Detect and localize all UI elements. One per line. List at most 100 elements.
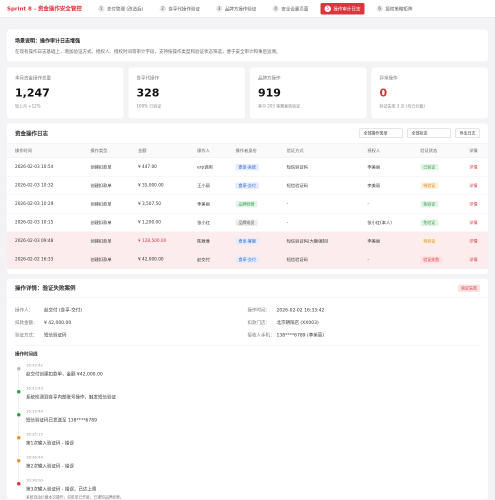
timeline-dot [17, 367, 21, 371]
event-time: 16:36:44 [26, 455, 43, 460]
cell-text: 张小红 [197, 220, 210, 226]
field-label: 操作人： [15, 308, 34, 313]
detail-field: 扣款门店： 北京朝阳店 (XX003) [248, 319, 481, 326]
detail-link[interactable]: 详情 [469, 220, 478, 226]
cell: 张小红(本人) [359, 213, 413, 232]
cell: 短信验证码(大额强制) [278, 231, 360, 251]
tab-label: 安全设置页面 [281, 6, 309, 12]
cell-text: - [286, 201, 289, 207]
nav-tab[interactable]: 4 安全设置页面 [268, 3, 312, 15]
cell: 李美丽 [359, 231, 413, 251]
column-header: 授权人 [359, 143, 413, 158]
detail-link[interactable]: 详情 [469, 183, 478, 189]
timeline-dot [17, 482, 21, 486]
event-time: 16:33:44 [26, 409, 43, 414]
field-label: 扣款金额： [15, 320, 38, 326]
cell-text: 2026-02-03 10:15 [15, 220, 54, 225]
cell: 详情 [461, 194, 488, 214]
cell: ¥ 1,200.00 [129, 213, 190, 232]
cell: 详情 [461, 250, 488, 269]
status-badge: 待验证 [420, 237, 439, 245]
cell-text: 李美丽 [367, 183, 381, 189]
cell-text: 2026-02-03 09:48 [15, 238, 54, 244]
log-row: 2026-02-03 10:32 创建扣款单 ¥ 35,000.00 王小丽 食享-交付… [7, 176, 488, 195]
cell: 待验证 [412, 176, 462, 195]
cell-text: 创建扣款单 [90, 183, 112, 189]
tab-label: 操作审计日志 [333, 6, 361, 12]
status-badge: 免验证 [420, 200, 439, 208]
timeline-event: 16:36:44 第2次输入验证码 - 错误 [15, 455, 480, 483]
filter-select[interactable]: 全部状态 [407, 128, 451, 138]
detail-field: 验证方式： 短信验证码 [15, 332, 248, 338]
event-text: 系统检测到食享内部账号操作，触发短信验证 [26, 395, 117, 400]
cell: 2026-02-03 10:15 [7, 213, 83, 232]
cell: 创建扣款单 [82, 213, 130, 232]
log-row: 2026-02-03 10:15 创建扣款单 ¥ 1,200.00 张小红 品牌成员 - 张… [7, 213, 488, 232]
detail-link[interactable]: 详情 [469, 257, 478, 263]
timeline-dot [17, 436, 21, 440]
cell: 免验证 [412, 213, 462, 232]
stats: 本月资金操作总量 1,247 较上月 +12% 食享代操作 328 100% 已验证 品牌方… [7, 67, 488, 119]
role-badge: 食享-交付 [235, 182, 259, 189]
cell: 详情 [461, 157, 488, 177]
tab-number: 2 [159, 5, 166, 12]
timeline-event: 16:33:42 赵交付创建扣款单，金额 ¥42,000.00 [15, 363, 480, 391]
timeline-line [18, 440, 19, 460]
status-badge: 已验证 [420, 163, 439, 171]
field-label: 扣款门店： [247, 320, 271, 326]
detail-link[interactable]: 详情 [469, 239, 478, 244]
stat-label: 品牌方操作 [258, 76, 281, 81]
tab-number: 5 [324, 5, 331, 12]
field-value: 赵交付 (食享-交付) [44, 308, 83, 313]
event-text: 第2次输入验证码 - 错误 [26, 464, 74, 469]
filter-select[interactable]: 全部操作类型 [359, 128, 403, 138]
cell-text: 短信验证码 [286, 257, 308, 263]
tab-number: 6 [376, 5, 383, 12]
cell-text: - [367, 201, 369, 207]
role-badge: 食享-系统 [235, 163, 259, 171]
top-bar: Sprint 8 - 资金操作安全管控 1 支付管理 (改造后) 2 食享代操作验证 3 品… [0, 0, 495, 18]
column-header: 操作类型 [82, 143, 130, 158]
nav-tab[interactable]: 3 品牌方操作验证 [212, 3, 261, 15]
cell: 免验证 [412, 194, 462, 214]
cell-text: 李美丽 [197, 202, 210, 207]
timeline-event: 16:38:00 第3次输入验证码 - 错误，已达上限 系统自动拦截本次操作，扣款单… [15, 478, 480, 500]
timeline-dot [17, 459, 21, 463]
tab-label: 食享代操作验证 [168, 6, 200, 12]
detail-link[interactable]: 详情 [469, 202, 478, 207]
column-header: 操作者身份 [227, 143, 279, 158]
nav-tab[interactable]: 5 操作审计日志 [320, 2, 365, 15]
nav-tab[interactable]: 1 支付管理 (改造后) [94, 3, 147, 15]
column-header: 验证方式 [278, 143, 360, 158]
cell: 创建扣款单 [82, 250, 130, 269]
timeline-dot [17, 413, 21, 417]
stat-label: 食享代操作 [136, 76, 160, 81]
field-value: 138****6789 (李美丽) [276, 333, 324, 338]
nav-tab[interactable]: 6 授权策略矩阵 [372, 3, 416, 15]
cell: 创建扣款单 [82, 157, 130, 177]
cell-text: 创建扣款单 [90, 239, 112, 244]
cell-text: 赵交付 [197, 257, 210, 263]
timeline-line [18, 371, 19, 391]
detail-link[interactable]: 详情 [469, 165, 478, 170]
log-panel: 资金操作日志 全部操作类型 全部状态 导出日志 操作时间 操作类型 金额 操作人 操作者身份 验证… [7, 123, 488, 274]
timeline-event: 16:33:43 系统检测到食享内部账号操作，触发短信验证 [15, 386, 480, 414]
column-header: 操作时间 [7, 143, 83, 158]
cell: ¥ 35,000.00 [129, 176, 190, 195]
stat-note: 其中 203 笔需复核验证 [258, 104, 301, 109]
cell-text: 2026-02-03 10:29 [15, 201, 54, 207]
cell-text: 创建扣款单 [90, 220, 112, 226]
cell: 李美丽 [189, 194, 228, 214]
export-button[interactable]: 导出日志 [455, 128, 480, 138]
stat-card: 品牌方操作 919 其中 203 笔需复核验证 [250, 67, 367, 119]
event-time: 16:33:43 [26, 386, 43, 391]
notice: 场景说明：操作审计日志增强 在现有操作日志基础上，增加验证方式、授权人、授权时间等… [7, 29, 488, 62]
cell-text: ¥ 3,507.50 [137, 201, 161, 207]
cell-text: ¥ 42,000.00 [137, 257, 164, 262]
status-badge: 验证失败 [420, 256, 443, 263]
event-text: 第1次输入验证码 - 错误 [26, 441, 74, 446]
nav-tab[interactable]: 2 食享代操作验证 [155, 3, 204, 15]
detail-field: 操作人： 赵交付 (食享-交付) [15, 307, 248, 313]
field-value: 2026-02-02 16:33:42 [276, 308, 325, 313]
field-label: 验证方式： [15, 333, 38, 338]
